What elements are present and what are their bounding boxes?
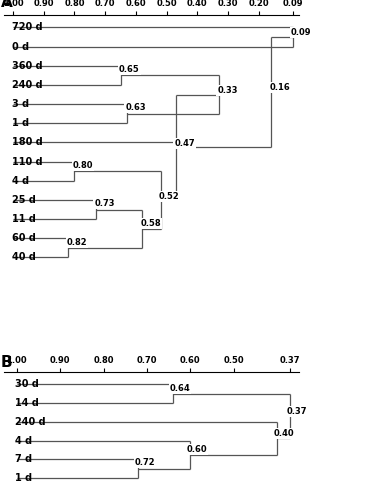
Text: B: B [1,354,13,370]
Text: 1 d: 1 d [11,118,29,128]
Text: A: A [1,0,13,10]
Text: 0.63: 0.63 [125,104,146,112]
Text: 0.65: 0.65 [119,65,140,74]
Text: 4 d: 4 d [11,176,29,186]
Text: 0.80: 0.80 [73,161,93,170]
Text: 0.58: 0.58 [141,220,161,228]
Text: 0.64: 0.64 [170,384,190,392]
Text: 3 d: 3 d [11,99,29,109]
Text: 0.73: 0.73 [95,200,115,208]
Text: 0.09: 0.09 [291,28,311,36]
Text: 0 d: 0 d [11,42,29,51]
Text: 720 d: 720 d [11,22,42,32]
Text: 180 d: 180 d [11,138,42,147]
Text: 0.33: 0.33 [217,86,238,95]
Text: 240 d: 240 d [15,417,45,427]
Text: 0.60: 0.60 [187,445,208,454]
Text: 25 d: 25 d [11,195,35,205]
Text: 110 d: 110 d [11,156,42,166]
Text: 7 d: 7 d [15,454,32,464]
Text: 40 d: 40 d [11,252,35,262]
Text: 0.82: 0.82 [67,238,87,246]
Text: 30 d: 30 d [15,380,39,390]
Text: 14 d: 14 d [15,398,39,408]
Text: 0.16: 0.16 [270,84,290,92]
Text: 240 d: 240 d [11,80,42,90]
Text: 0.37: 0.37 [286,407,307,416]
Text: 1 d: 1 d [15,473,32,483]
Text: 4 d: 4 d [15,436,32,446]
Text: 0.52: 0.52 [159,192,180,200]
Text: 11 d: 11 d [11,214,35,224]
Text: 360 d: 360 d [11,61,42,71]
Text: 0.40: 0.40 [273,429,294,438]
Text: 60 d: 60 d [11,234,35,243]
Text: 0.72: 0.72 [135,458,155,468]
Text: 0.47: 0.47 [174,139,195,148]
